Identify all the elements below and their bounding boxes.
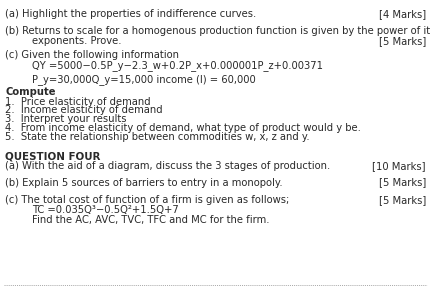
Text: exponents. Prove.: exponents. Prove.: [32, 36, 122, 46]
Text: (b) Returns to scale for a homogenous production function is given by the power : (b) Returns to scale for a homogenous pr…: [5, 26, 430, 36]
Text: [5 Marks]: [5 Marks]: [378, 36, 425, 46]
Text: (b) Explain 5 sources of barriers to entry in a monopoly.: (b) Explain 5 sources of barriers to ent…: [5, 178, 282, 187]
Text: TC =0.035Q³−0.5Q²+1.5Q+7: TC =0.035Q³−0.5Q²+1.5Q+7: [32, 205, 178, 215]
Text: [5 Marks]: [5 Marks]: [378, 178, 425, 187]
Text: (a) Highlight the properties of indifference curves.: (a) Highlight the properties of indiffer…: [5, 9, 256, 19]
Text: 2.  Income elasticity of demand: 2. Income elasticity of demand: [5, 105, 163, 115]
Text: [10 Marks]: [10 Marks]: [372, 161, 425, 171]
Text: [4 Marks]: [4 Marks]: [378, 9, 425, 19]
Text: (c) The total cost of function of a firm is given as follows;: (c) The total cost of function of a firm…: [5, 195, 289, 205]
Text: 5.  State the relationship between commodities w, x, z and y.: 5. State the relationship between commod…: [5, 132, 309, 141]
Text: QY =5000−0.5P_y−2.3_w+0.2P_x+0.000001P_z+0.00371: QY =5000−0.5P_y−2.3_w+0.2P_x+0.000001P_z…: [32, 60, 322, 70]
Text: (a) With the aid of a diagram, discuss the 3 stages of production.: (a) With the aid of a diagram, discuss t…: [5, 161, 330, 171]
Text: QUESTION FOUR: QUESTION FOUR: [5, 151, 100, 161]
Text: 1.  Price elasticity of demand: 1. Price elasticity of demand: [5, 97, 150, 107]
Text: Compute: Compute: [5, 87, 55, 97]
Text: P_y=30,000Q_y=15,000 income (I) = 60,000: P_y=30,000Q_y=15,000 income (I) = 60,000: [32, 74, 255, 85]
Text: 3.  Interpret your results: 3. Interpret your results: [5, 114, 126, 124]
Text: Find the AC, AVC, TVC, TFC and MC for the firm.: Find the AC, AVC, TVC, TFC and MC for th…: [32, 215, 269, 225]
Text: 4.  From income elasticity of demand, what type of product would y be.: 4. From income elasticity of demand, wha…: [5, 123, 360, 133]
Text: (c) Given the following information: (c) Given the following information: [5, 50, 179, 60]
Text: [5 Marks]: [5 Marks]: [378, 195, 425, 205]
